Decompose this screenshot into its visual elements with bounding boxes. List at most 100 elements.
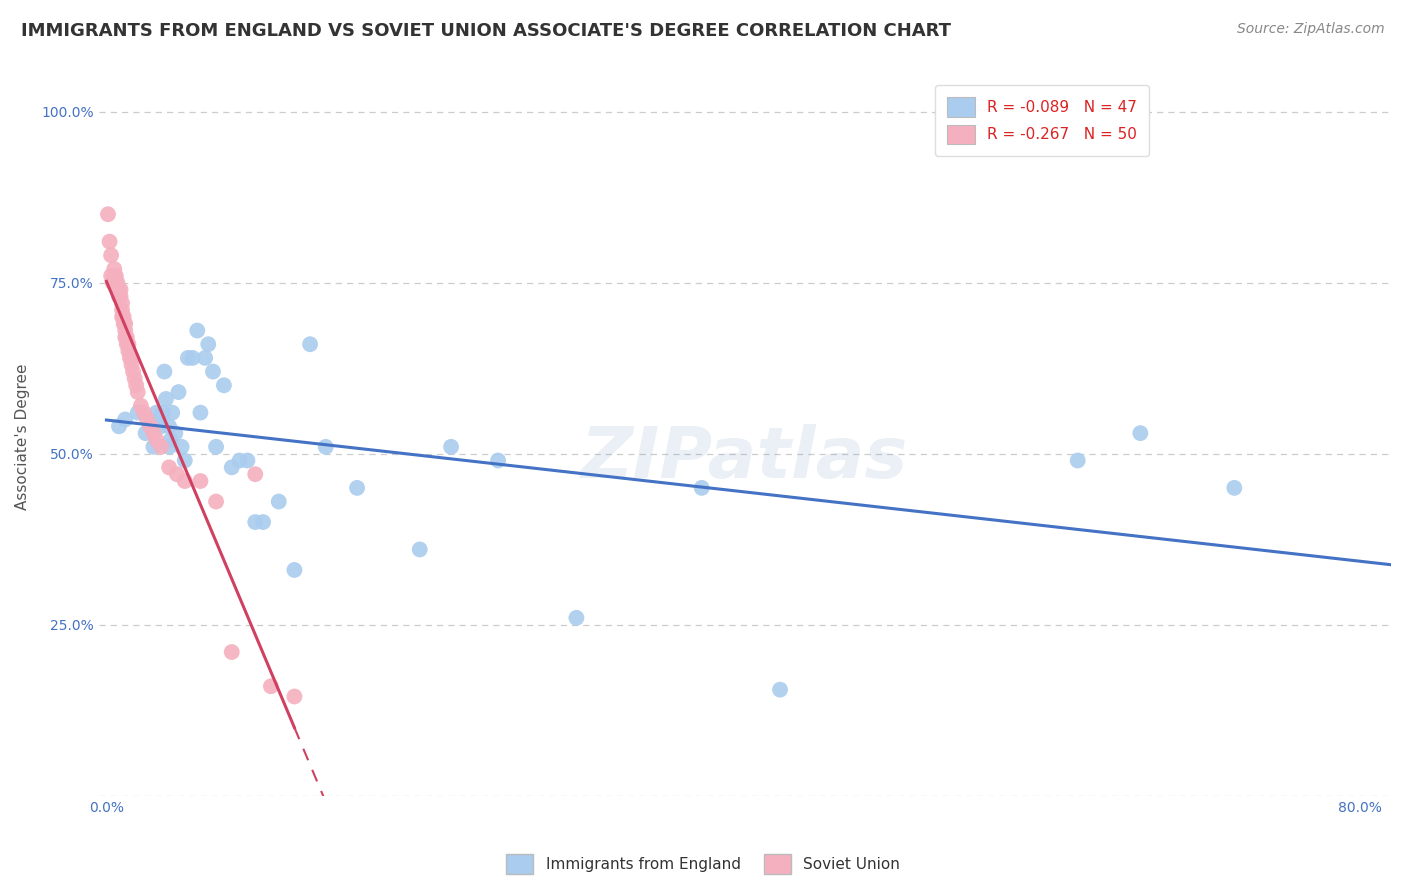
Point (299, 337, 322, 351)
Point (160, 406, 183, 420)
Point (121, 358, 143, 372)
Point (157, 440, 180, 454)
Point (104, 268, 127, 283)
Point (142, 426, 165, 441)
Point (245, 467, 267, 482)
Point (245, 515, 267, 529)
Point (267, 494, 290, 508)
Point (139, 419, 162, 434)
Point (127, 406, 149, 420)
Point (101, 276, 124, 290)
Point (136, 412, 159, 426)
Point (111, 296, 134, 310)
Legend: R = -0.089   N = 47, R = -0.267   N = 50: R = -0.089 N = 47, R = -0.267 N = 50 (935, 85, 1149, 156)
Point (690, 481, 713, 495)
Point (260, 679, 283, 693)
Text: Source: ZipAtlas.com: Source: ZipAtlas.com (1237, 22, 1385, 37)
Point (105, 276, 128, 290)
Point (190, 406, 212, 420)
Point (150, 440, 173, 454)
Point (205, 494, 228, 508)
Point (166, 467, 188, 482)
Point (201, 365, 224, 379)
Point (114, 412, 136, 426)
Y-axis label: Associate's Degree: Associate's Degree (15, 363, 30, 510)
Point (221, 645, 243, 659)
Point (112, 310, 135, 324)
Point (146, 412, 169, 426)
Point (117, 337, 139, 351)
Point (110, 289, 132, 303)
Point (103, 262, 125, 277)
Point (190, 474, 212, 488)
Point (283, 690, 305, 704)
Point (769, 682, 792, 697)
Point (121, 351, 143, 365)
Point (125, 378, 148, 392)
Point (129, 399, 152, 413)
Point (173, 453, 195, 467)
Point (97, 207, 120, 221)
Point (167, 385, 190, 400)
Point (440, 440, 463, 454)
Point (409, 542, 432, 557)
Point (98, 235, 121, 249)
Point (236, 453, 259, 467)
Point (155, 392, 177, 406)
Point (108, 283, 131, 297)
Point (142, 440, 165, 454)
Point (114, 330, 136, 344)
Point (177, 351, 200, 365)
Text: IMMIGRANTS FROM ENGLAND VS SOVIET UNION ASSOCIATE'S DEGREE CORRELATION CHART: IMMIGRANTS FROM ENGLAND VS SOVIET UNION … (21, 22, 950, 40)
Point (108, 419, 131, 434)
Point (145, 433, 167, 447)
Point (212, 378, 235, 392)
Point (157, 460, 180, 475)
Point (114, 317, 136, 331)
Point (145, 406, 167, 420)
Point (153, 365, 176, 379)
Point (135, 426, 157, 441)
Point (157, 419, 180, 434)
Point (124, 371, 146, 385)
Point (565, 611, 588, 625)
Point (170, 440, 193, 454)
Point (1129, 426, 1152, 441)
Point (315, 440, 337, 454)
Point (252, 515, 274, 529)
Point (1223, 481, 1246, 495)
Point (114, 324, 136, 338)
Point (181, 351, 204, 365)
Point (486, 453, 509, 467)
Point (165, 426, 187, 441)
Point (111, 310, 134, 324)
Text: ZIPatlas: ZIPatlas (581, 424, 908, 492)
Point (112, 317, 135, 331)
Point (197, 337, 219, 351)
Point (132, 406, 155, 420)
Point (283, 563, 305, 577)
Point (100, 268, 122, 283)
Point (105, 283, 128, 297)
Point (205, 440, 228, 454)
Point (110, 283, 132, 297)
Point (159, 433, 181, 447)
Point (173, 474, 195, 488)
Point (111, 303, 134, 318)
Point (108, 289, 131, 303)
Point (122, 365, 145, 379)
Point (115, 337, 138, 351)
Point (194, 351, 217, 365)
Point (127, 385, 149, 400)
Point (228, 453, 250, 467)
Point (346, 481, 368, 495)
Point (118, 351, 141, 365)
Point (152, 406, 174, 420)
Point (115, 330, 138, 344)
Point (1066, 453, 1088, 467)
Point (221, 460, 243, 475)
Point (103, 268, 125, 283)
Point (117, 344, 139, 359)
Point (186, 324, 208, 338)
Point (150, 419, 173, 434)
